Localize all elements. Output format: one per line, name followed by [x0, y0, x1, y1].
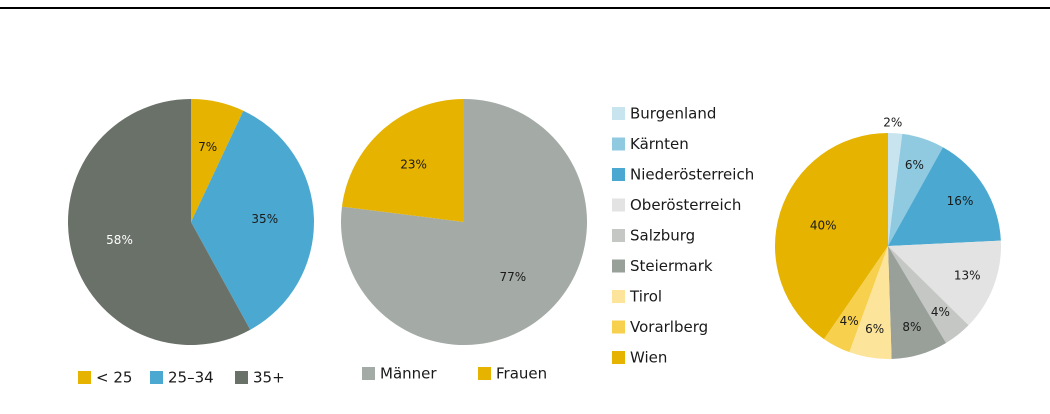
pie-slice	[67, 99, 251, 345]
pie-slice	[191, 110, 314, 330]
value-label: 4%	[840, 314, 859, 328]
legend-swatch	[612, 320, 625, 334]
legend-label: < 25	[96, 369, 132, 387]
legend-swatch	[78, 371, 91, 384]
pie-slice	[888, 246, 969, 343]
legend-swatch	[235, 371, 248, 384]
legend-swatch	[612, 137, 625, 151]
legend-swatch	[612, 198, 625, 212]
pie-slice	[191, 99, 244, 222]
value-label: 16%	[947, 194, 974, 208]
top-rule	[0, 7, 1050, 9]
value-label: 6%	[905, 158, 924, 172]
value-label: 77%	[499, 270, 526, 284]
legend-swatch	[612, 290, 625, 303]
pie-slice	[888, 240, 1001, 326]
legend-label: Kärnten	[630, 135, 689, 153]
legend-label: Steiermark	[630, 257, 713, 275]
pie-slice	[341, 99, 464, 222]
legend-label: Wien	[630, 349, 667, 367]
legend-label: Burgenland	[630, 105, 716, 123]
value-label: 7%	[198, 140, 217, 154]
legend-swatch	[612, 351, 625, 364]
legend-label: Vorarlberg	[630, 318, 708, 336]
value-label: 8%	[902, 320, 921, 334]
pie-slice	[888, 133, 903, 246]
value-label: 40%	[810, 218, 837, 232]
legend-label: Männer	[380, 365, 437, 383]
pie-slice	[775, 133, 888, 340]
legend-swatch	[612, 168, 625, 181]
legend-label: Tirol	[629, 288, 662, 306]
value-label: 23%	[400, 157, 427, 171]
legend-label: Niederösterreich	[630, 166, 754, 184]
value-label: 13%	[954, 269, 981, 283]
value-label: 2%	[883, 116, 902, 130]
pie-slice	[888, 246, 947, 359]
pie-slice	[823, 246, 888, 353]
legend-label: 35+	[253, 369, 285, 387]
legend-swatch	[150, 371, 163, 384]
pie-slice	[849, 246, 892, 359]
legend-swatch	[612, 107, 625, 120]
legend-swatch	[612, 259, 625, 273]
value-label: 6%	[865, 322, 884, 336]
legend-label: Frauen	[496, 365, 547, 383]
legend-swatch	[478, 367, 491, 380]
pie-slice	[888, 147, 1001, 246]
value-label: 58%	[106, 233, 133, 247]
legend-swatch	[362, 367, 375, 380]
value-label: 4%	[931, 305, 950, 319]
legend-swatch	[612, 229, 625, 242]
value-label: 35%	[251, 212, 278, 226]
legend-label: Oberösterreich	[630, 196, 741, 214]
legend-label: 25–34	[168, 369, 214, 387]
legend-label: Salzburg	[630, 227, 695, 245]
pie-slice	[888, 133, 943, 246]
